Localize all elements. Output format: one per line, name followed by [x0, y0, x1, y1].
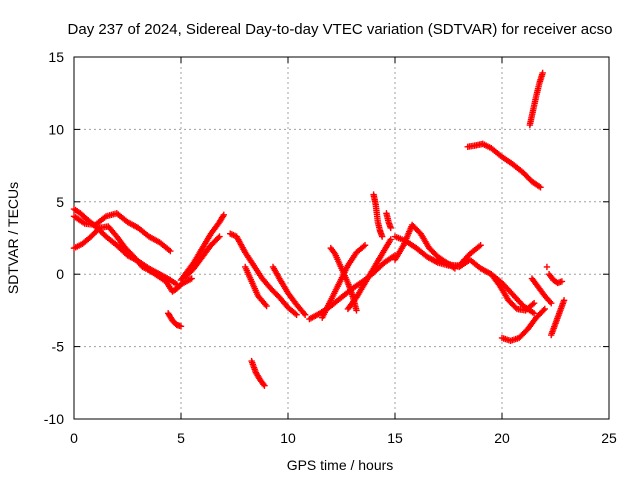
data-point-marker: [530, 310, 538, 317]
y-tick-label: 0: [56, 266, 64, 282]
x-tick-label: 10: [280, 430, 296, 446]
axis-ticks: 0 5 10 15 20 25 -10 -5 0 5 10 15: [44, 49, 617, 446]
data-point-marker: [361, 242, 369, 249]
series-track-o: [344, 236, 394, 313]
series-track-y: [528, 275, 555, 307]
data-point-marker: [378, 233, 386, 240]
data-points: [70, 69, 568, 389]
x-tick-label: 20: [494, 430, 510, 446]
series-track-k: [269, 263, 309, 318]
data-point-marker: [261, 382, 268, 389]
data-point-marker: [167, 247, 174, 255]
series-track-g: [182, 233, 223, 281]
data-point-marker: [529, 301, 536, 308]
series-track-ab: [543, 263, 551, 271]
x-axis-label: GPS time / hours: [287, 457, 394, 473]
x-tick-label: 15: [387, 430, 403, 446]
data-point-marker: [353, 307, 360, 314]
series-track-v: [498, 305, 548, 345]
series-track-s: [391, 233, 484, 269]
data-point-marker: [216, 233, 223, 240]
series-track-h: [227, 230, 300, 318]
data-point-marker: [177, 323, 185, 330]
data-point-marker: [263, 302, 270, 310]
series-track-e: [164, 310, 185, 330]
data-point-marker: [540, 306, 547, 314]
data-point-marker: [188, 275, 195, 282]
data-point-marker: [558, 278, 566, 285]
y-tick-label: 10: [48, 121, 64, 137]
data-point-marker: [535, 183, 543, 190]
series-track-q: [383, 210, 394, 232]
series-track-f: [177, 211, 227, 284]
data-point-marker: [539, 69, 546, 77]
y-tick-label: 5: [56, 194, 64, 210]
data-point-marker: [560, 297, 568, 304]
data-point-marker: [537, 184, 544, 191]
series-track-u: [488, 271, 538, 314]
series-track-x: [526, 69, 546, 129]
data-point-marker: [301, 311, 309, 318]
data-point-marker: [387, 224, 394, 232]
series-track-d: [145, 266, 195, 295]
data-point-marker: [548, 299, 555, 307]
data-point-marker: [530, 299, 538, 307]
series-track-w: [464, 140, 544, 191]
series-track-z: [545, 271, 566, 287]
plot-frame: [73, 56, 610, 420]
data-point-marker: [477, 242, 484, 249]
series-track-p: [370, 191, 386, 240]
y-tick-label: -10: [44, 411, 64, 427]
y-axis-label: SDTVAR / TECUs: [5, 182, 21, 294]
y-tick-label: -5: [52, 339, 65, 355]
x-tick-label: 25: [601, 430, 617, 446]
data-point-marker: [293, 311, 300, 318]
series-track-i: [242, 263, 270, 310]
x-tick-label: 0: [70, 430, 78, 446]
chart-title: Day 237 of 2024, Sidereal Day-to-day VTE…: [68, 21, 613, 38]
data-point-marker: [215, 234, 222, 241]
data-point-marker: [387, 236, 394, 243]
series-track-b: [70, 223, 180, 288]
data-point-marker: [220, 211, 227, 219]
data-point-marker: [291, 310, 299, 317]
y-tick-label: 15: [48, 49, 64, 65]
data-point-marker: [543, 263, 551, 271]
series-track-j: [248, 357, 268, 389]
data-point-marker: [360, 243, 367, 250]
x-tick-label: 5: [177, 430, 185, 446]
series-track-aa: [548, 297, 568, 339]
data-point-marker: [541, 305, 548, 313]
series-track-c: [70, 210, 174, 255]
